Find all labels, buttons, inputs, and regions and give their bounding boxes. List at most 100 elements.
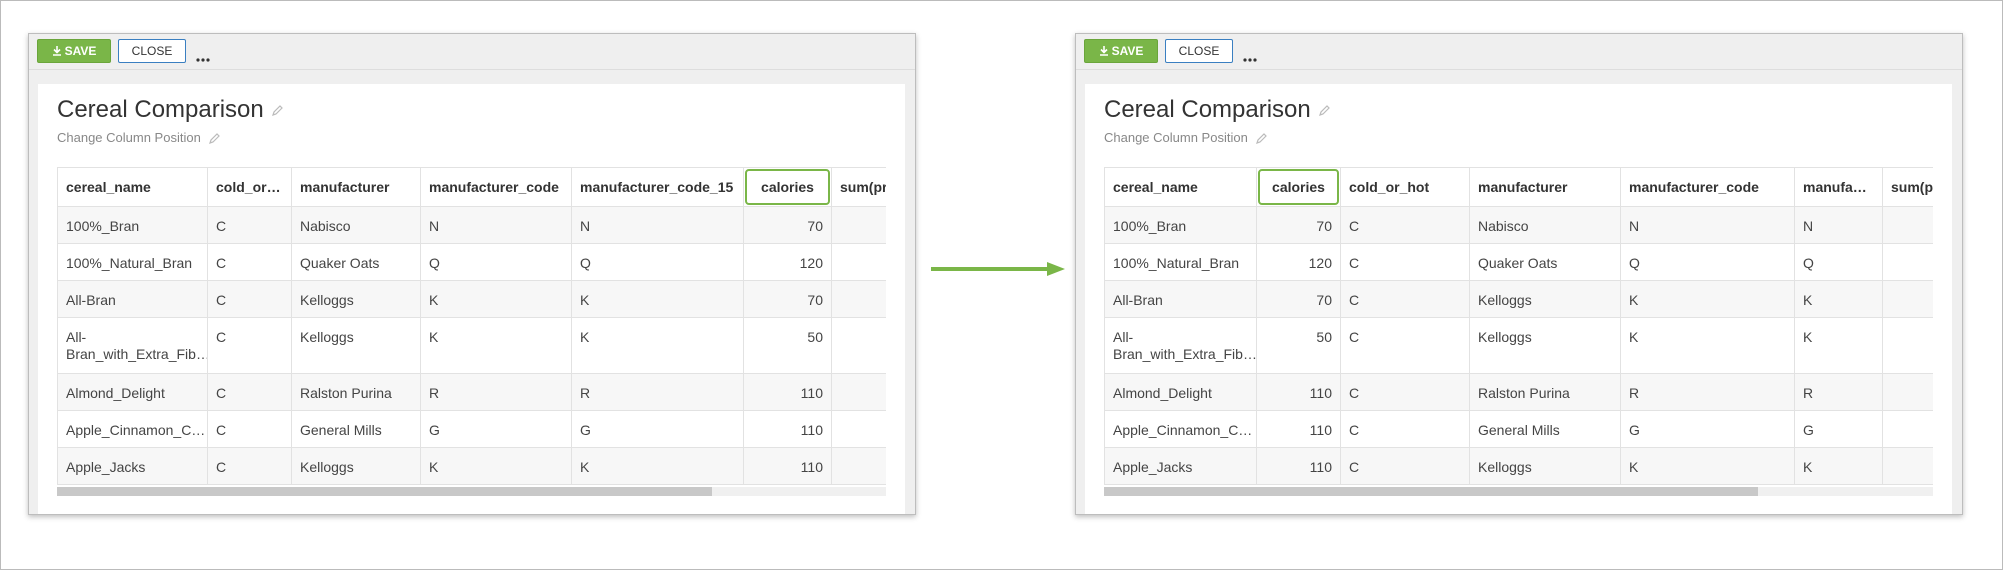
column-header[interactable]: calories	[1256, 167, 1341, 207]
subtitle-text: Change Column Position	[1104, 130, 1248, 145]
table-cell: N	[1794, 206, 1883, 244]
table-row: Almond_Delight 110 C Ralston Purina R R	[1104, 373, 1933, 411]
table-cell: 110	[1256, 410, 1341, 448]
column-header[interactable]: sum(pr	[831, 167, 886, 207]
table-row: All-Bran_with_Extra_Fib… C Kelloggs K K 50	[57, 317, 886, 374]
table-row: 100%_Natural_Bran 120 C Quaker Oats Q Q	[1104, 243, 1933, 281]
table-cell: Ralston Purina	[291, 373, 421, 411]
table-cell: 70	[1256, 280, 1341, 318]
more-button[interactable]	[196, 49, 212, 62]
table-cell	[831, 410, 886, 448]
scrollbar[interactable]	[57, 487, 886, 496]
column-header[interactable]: cold_or…	[207, 167, 292, 207]
title-text: Cereal Comparison	[1104, 96, 1311, 123]
column-header[interactable]: manufacturer_code	[1620, 167, 1795, 207]
table-cell: 70	[1256, 206, 1341, 244]
table-cell: G	[1794, 410, 1883, 448]
data-table: cereal_name calories cold_or_hot manufactur…	[1104, 167, 1933, 485]
close-button[interactable]: CLOSE	[118, 39, 186, 63]
table-cell: 100%_Natural_Bran	[57, 243, 208, 281]
table-cell	[831, 317, 886, 374]
table-cell: G	[420, 410, 572, 448]
table-cell: Q	[1620, 243, 1795, 281]
column-header[interactable]: manufacturer_code_15	[571, 167, 744, 207]
header-row: cereal_name cold_or… manufacturer manufactu…	[57, 167, 886, 207]
table-row: All-Bran_with_Extra_Fib… 50 C Kelloggs K K	[1104, 317, 1933, 374]
table-cell: Kelloggs	[291, 447, 421, 485]
header-row: cereal_name calories cold_or_hot manufactur…	[1104, 167, 1933, 207]
table-cell: 110	[743, 447, 832, 485]
title-text: Cereal Comparison	[57, 96, 264, 123]
more-button[interactable]	[1243, 49, 1259, 62]
column-header[interactable]: cereal_name	[57, 167, 208, 207]
table-row: Apple_Cinnamon_C… 110 C General Mills G G	[1104, 410, 1933, 448]
table-cell: All-Bran	[57, 280, 208, 318]
table-cell	[831, 447, 886, 485]
table-cell: 110	[743, 410, 832, 448]
table-cell	[1882, 410, 1933, 448]
card: Cereal Comparison Change Column Position c…	[1085, 84, 1952, 514]
table-row: 100%_Bran 70 C Nabisco N N	[1104, 206, 1933, 244]
table-cell	[1882, 206, 1933, 244]
table-cell: 120	[1256, 243, 1341, 281]
table-cell: 110	[1256, 447, 1341, 485]
table-cell: Q	[1794, 243, 1883, 281]
table-cell: C	[1340, 410, 1470, 448]
table-cell: C	[207, 243, 292, 281]
column-header[interactable]: manufacturer	[291, 167, 421, 207]
table-cell: 100%_Natural_Bran	[1104, 243, 1257, 281]
table-cell: C	[1340, 206, 1470, 244]
table-cell: 50	[1256, 317, 1341, 374]
table-row: All-Bran C Kelloggs K K 70	[57, 280, 886, 318]
table-cell	[1882, 280, 1933, 318]
edit-icon[interactable]	[208, 133, 220, 145]
table-cell: Q	[571, 243, 744, 281]
more-icon	[196, 58, 210, 62]
table-cell: K	[571, 447, 744, 485]
edit-icon[interactable]	[1318, 105, 1330, 117]
table-cell: All-Bran_with_Extra_Fib…	[1104, 317, 1257, 374]
close-label: CLOSE	[131, 44, 173, 58]
scrollbar[interactable]	[1104, 487, 1933, 496]
column-header[interactable]: manufacturer	[1469, 167, 1621, 207]
table-cell: General Mills	[291, 410, 421, 448]
table-cell: Nabisco	[1469, 206, 1621, 244]
column-header[interactable]: sum(pr	[1882, 167, 1933, 207]
close-label: CLOSE	[1178, 44, 1220, 58]
scrollbar-thumb[interactable]	[1104, 487, 1758, 496]
table-cell: Kelloggs	[291, 317, 421, 374]
column-header[interactable]: cereal_name	[1104, 167, 1257, 207]
save-button[interactable]: SAVE	[1084, 39, 1158, 63]
table-cell: 120	[743, 243, 832, 281]
save-label: SAVE	[1111, 44, 1144, 58]
column-header[interactable]: calories	[743, 167, 832, 207]
table-cell	[1882, 317, 1933, 374]
table-cell: Apple_Jacks	[57, 447, 208, 485]
column-header[interactable]: cold_or_hot	[1340, 167, 1470, 207]
table-cell: K	[1794, 317, 1883, 374]
column-header[interactable]: manufacturer_code	[420, 167, 572, 207]
table-cell: C	[1340, 317, 1470, 374]
edit-icon[interactable]	[1255, 133, 1267, 145]
table-cell: 100%_Bran	[1104, 206, 1257, 244]
table-cell: 50	[743, 317, 832, 374]
table-cell: K	[571, 317, 744, 374]
table-row: Apple_Jacks C Kelloggs K K 110	[57, 447, 886, 485]
column-header[interactable]: manufa…	[1794, 167, 1883, 207]
table-row: 100%_Natural_Bran C Quaker Oats Q Q 120	[57, 243, 886, 281]
edit-icon[interactable]	[271, 105, 283, 117]
close-button[interactable]: CLOSE	[1165, 39, 1233, 63]
save-button[interactable]: SAVE	[37, 39, 111, 63]
table-cell: K	[1620, 317, 1795, 374]
table-cell	[831, 373, 886, 411]
table-cell: K	[420, 317, 572, 374]
column-highlight	[745, 169, 830, 205]
scrollbar-thumb[interactable]	[57, 487, 712, 496]
table-cell: Kelloggs	[291, 280, 421, 318]
table-cell: C	[207, 373, 292, 411]
table-cell: All-Bran	[1104, 280, 1257, 318]
toolbar: SAVE CLOSE	[1076, 34, 1962, 70]
table-cell: Quaker Oats	[291, 243, 421, 281]
table-container: cereal_name cold_or… manufacturer manufactu…	[57, 167, 886, 487]
table-cell: K	[420, 280, 572, 318]
